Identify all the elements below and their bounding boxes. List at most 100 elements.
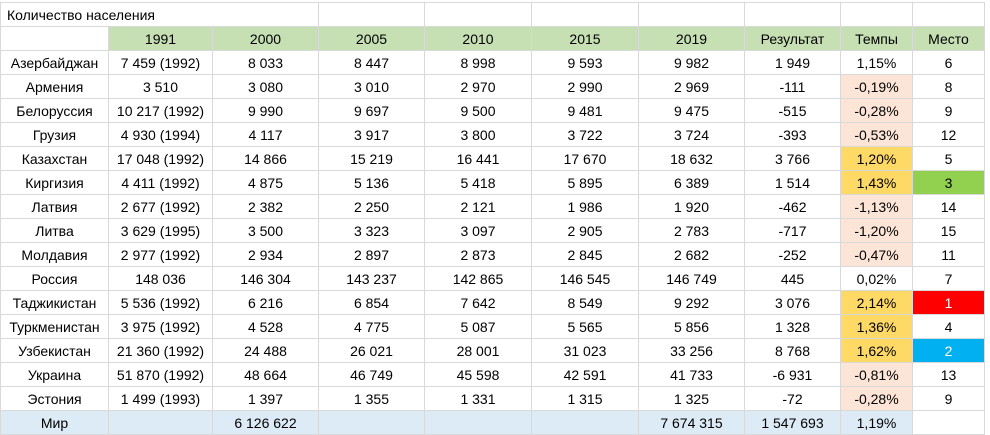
cell-2015[interactable]: 1 986 (531, 194, 639, 219)
cell-result[interactable]: 3 766 (744, 146, 841, 171)
cell-result[interactable]: -72 (744, 386, 841, 411)
cell-rate[interactable]: -0,28% (840, 98, 913, 123)
cell-world-2010[interactable] (424, 410, 532, 435)
cell-2000[interactable]: 48 664 (212, 362, 319, 387)
cell-place[interactable]: 5 (912, 146, 985, 171)
cell-rate[interactable]: -0,53% (840, 122, 913, 147)
cell-1991[interactable]: 4 930 (1994) (108, 122, 213, 147)
cell-1991[interactable]: 5 536 (1992) (108, 290, 213, 315)
cell-2000[interactable]: 2 934 (212, 242, 319, 267)
cell-2010[interactable]: 5 418 (424, 170, 532, 195)
cell-world-2019[interactable]: 7 674 315 (638, 410, 745, 435)
cell-2010[interactable]: 2 121 (424, 194, 532, 219)
cell-result[interactable]: -111 (744, 74, 841, 99)
cell-result[interactable]: 8 768 (744, 338, 841, 363)
cell-1991[interactable]: 2 977 (1992) (108, 242, 213, 267)
cell-world-result[interactable]: 1 547 693 (744, 410, 841, 435)
cell-1991[interactable]: 148 036 (108, 266, 213, 291)
header-2015[interactable]: 2015 (531, 26, 639, 51)
cell-place[interactable]: 13 (912, 362, 985, 387)
cell-2005[interactable]: 143 237 (318, 266, 425, 291)
cell-2015[interactable]: 146 545 (531, 266, 639, 291)
cell-2000[interactable]: 6 216 (212, 290, 319, 315)
cell-2019[interactable]: 6 389 (638, 170, 745, 195)
cell-2005[interactable]: 46 749 (318, 362, 425, 387)
cell-2019[interactable]: 1 920 (638, 194, 745, 219)
cell-2019[interactable]: 2 969 (638, 74, 745, 99)
cell-2010[interactable]: 142 865 (424, 266, 532, 291)
cell-rate[interactable]: 0,02% (840, 266, 913, 291)
cell-rate[interactable]: 2,14% (840, 290, 913, 315)
cell-world-2015[interactable] (531, 410, 639, 435)
cell-result[interactable]: 1 514 (744, 170, 841, 195)
cell-2005[interactable]: 2 897 (318, 242, 425, 267)
cell-2010[interactable]: 28 001 (424, 338, 532, 363)
cell-country[interactable]: Азербайджан (0, 50, 109, 75)
cell-result[interactable]: 445 (744, 266, 841, 291)
cell-1991[interactable]: 51 870 (1992) (108, 362, 213, 387)
cell-1991[interactable]: 3 629 (1995) (108, 218, 213, 243)
cell-2010[interactable]: 7 642 (424, 290, 532, 315)
cell-2010[interactable]: 9 500 (424, 98, 532, 123)
cell-2019[interactable]: 18 632 (638, 146, 745, 171)
cell-rate[interactable]: 1,20% (840, 146, 913, 171)
cell-2015[interactable]: 8 549 (531, 290, 639, 315)
cell-world-1991[interactable] (108, 410, 213, 435)
cell-2000[interactable]: 4 875 (212, 170, 319, 195)
header-1991[interactable]: 1991 (108, 26, 213, 51)
cell-2019[interactable]: 3 724 (638, 122, 745, 147)
cell-2019[interactable]: 5 856 (638, 314, 745, 339)
cell-2015[interactable]: 9 481 (531, 98, 639, 123)
cell-2019[interactable]: 41 733 (638, 362, 745, 387)
cell-2019[interactable]: 9 292 (638, 290, 745, 315)
cell-2000[interactable]: 3 500 (212, 218, 319, 243)
cell-result[interactable]: 3 076 (744, 290, 841, 315)
cell-country[interactable]: Киргизия (0, 170, 109, 195)
cell-rate[interactable]: 1,43% (840, 170, 913, 195)
cell-2015[interactable]: 2 990 (531, 74, 639, 99)
cell-2000[interactable]: 2 382 (212, 194, 319, 219)
cell-2010[interactable]: 3 800 (424, 122, 532, 147)
cell-place[interactable]: 2 (912, 338, 985, 363)
cell-country[interactable]: Белоруссия (0, 98, 109, 123)
cell-1991[interactable]: 4 411 (1992) (108, 170, 213, 195)
cell-country[interactable]: Узбекистан (0, 338, 109, 363)
cell-2015[interactable]: 17 670 (531, 146, 639, 171)
cell-rate[interactable]: -0,28% (840, 386, 913, 411)
cell-place[interactable]: 15 (912, 218, 985, 243)
header-2010[interactable]: 2010 (424, 26, 532, 51)
header-2005[interactable]: 2005 (318, 26, 425, 51)
cell-2019[interactable]: 33 256 (638, 338, 745, 363)
cell-2005[interactable]: 26 021 (318, 338, 425, 363)
cell-2015[interactable]: 2 845 (531, 242, 639, 267)
cell-2005[interactable]: 6 854 (318, 290, 425, 315)
cell-result[interactable]: -462 (744, 194, 841, 219)
cell-2019[interactable]: 146 749 (638, 266, 745, 291)
cell-rate[interactable]: -0,47% (840, 242, 913, 267)
cell-place[interactable]: 7 (912, 266, 985, 291)
cell-2005[interactable]: 3 917 (318, 122, 425, 147)
cell-world-2005[interactable] (318, 410, 425, 435)
cell-rate[interactable]: -0,81% (840, 362, 913, 387)
cell-place[interactable]: 12 (912, 122, 985, 147)
cell-2005[interactable]: 9 697 (318, 98, 425, 123)
cell-2000[interactable]: 24 488 (212, 338, 319, 363)
cell-result[interactable]: 1 949 (744, 50, 841, 75)
cell-2015[interactable]: 5 565 (531, 314, 639, 339)
cell-2019[interactable]: 2 682 (638, 242, 745, 267)
cell-2010[interactable]: 16 441 (424, 146, 532, 171)
cell-2000[interactable]: 3 080 (212, 74, 319, 99)
cell-2010[interactable]: 8 998 (424, 50, 532, 75)
cell-2019[interactable]: 9 982 (638, 50, 745, 75)
cell-2010[interactable]: 5 087 (424, 314, 532, 339)
header-place[interactable]: Место (912, 26, 985, 51)
cell-2005[interactable]: 4 775 (318, 314, 425, 339)
cell-rate[interactable]: 1,36% (840, 314, 913, 339)
cell-2015[interactable]: 9 593 (531, 50, 639, 75)
cell-country[interactable]: Казахстан (0, 146, 109, 171)
cell-2005[interactable]: 3 323 (318, 218, 425, 243)
header-result[interactable]: Результат (744, 26, 841, 51)
cell-1991[interactable]: 7 459 (1992) (108, 50, 213, 75)
cell-country[interactable]: Грузия (0, 122, 109, 147)
cell-place[interactable]: 4 (912, 314, 985, 339)
